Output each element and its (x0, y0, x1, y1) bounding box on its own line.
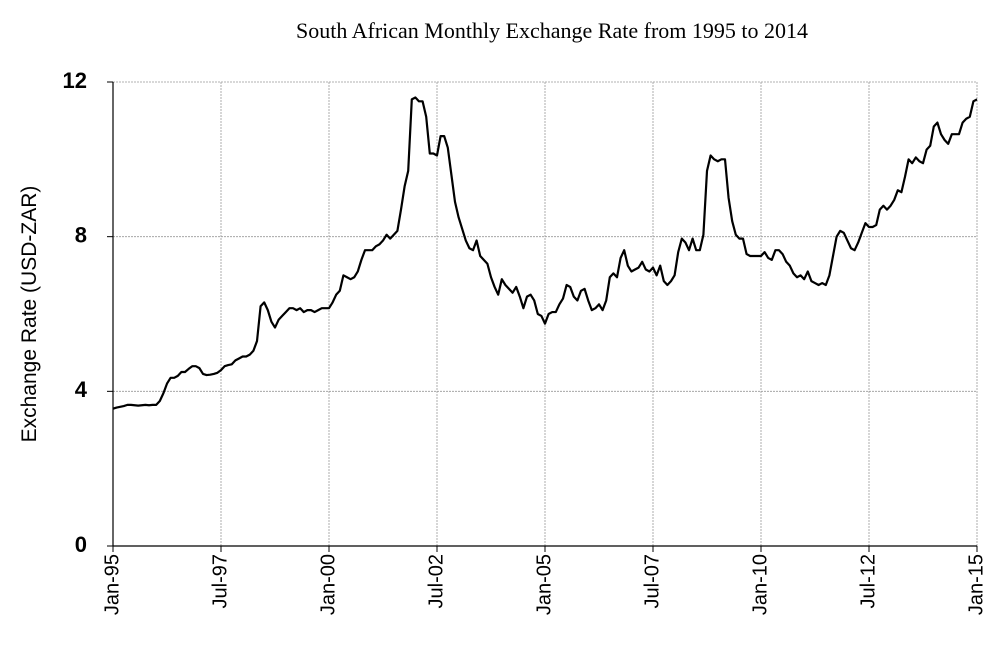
chart-title: South African Monthly Exchange Rate from… (296, 18, 808, 43)
x-tick-label: Jan-15 (965, 554, 987, 615)
x-tick-label: Jul-07 (641, 554, 663, 608)
y-tick-label: 0 (75, 532, 87, 557)
x-tick-label: Jan-05 (533, 554, 555, 615)
y-tick-label: 4 (75, 377, 88, 402)
x-tick-label: Jan-00 (317, 554, 339, 615)
y-axis-label: Exchange Rate (USD-ZAR) (18, 186, 41, 443)
x-tick-label: Jan-10 (749, 554, 771, 615)
y-tick-label: 12 (63, 68, 87, 93)
x-tick-label: Jul-02 (425, 554, 447, 608)
x-tick-label: Jan-95 (101, 554, 123, 615)
x-tick-label: Jul-97 (209, 554, 231, 608)
x-tick-label: Jul-12 (857, 554, 879, 608)
y-tick-label: 8 (75, 222, 87, 247)
data-line (112, 96, 978, 410)
